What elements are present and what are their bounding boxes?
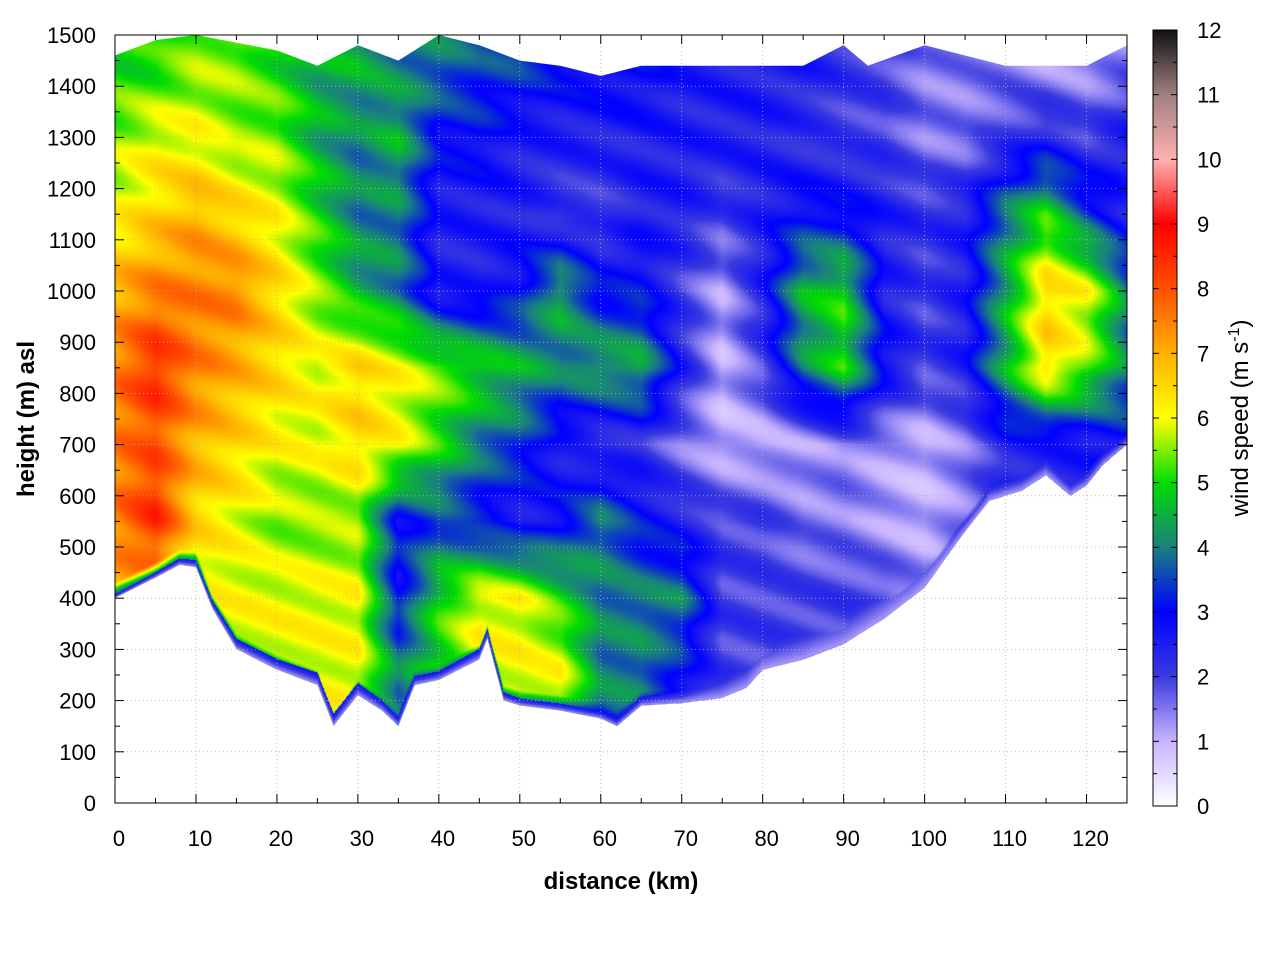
y-tick-label: 100 [59,740,96,765]
x-axis-title: distance (km) [544,868,699,895]
x-tick-label: 90 [835,826,859,851]
y-axis: 0 100 200 300 400 500 600 700 800 900 1000 1100 1200… [47,23,1127,816]
y-tick-label: 1000 [47,279,96,304]
x-tick-label: 120 [1072,826,1109,851]
colorbar-tick-label: 2 [1197,665,1209,690]
grid-lines [115,35,1127,803]
colorbar-title-close: ) [1227,320,1254,328]
y-tick-label: 800 [59,381,96,406]
colorbar-tick-label: 6 [1197,406,1209,431]
terrain-mask [115,444,1127,803]
x-tick-label: 100 [910,826,947,851]
colorbar-tick-label: 8 [1197,277,1209,302]
y-tick-label: 700 [59,433,96,458]
x-tick-label: 30 [350,826,374,851]
y-tick-label: 1500 [47,23,96,48]
x-axis: 0 10 20 30 40 50 60 70 80 90 100 110 120 [113,35,1109,851]
colorbar-tick-label: 4 [1197,535,1209,560]
y-tick-label: 400 [59,586,96,611]
y-tick-label: 1300 [47,125,96,150]
colorbar-title-exponent: -1 [1226,327,1243,341]
x-tick-label: 0 [113,826,125,851]
colorbar-tick-label: 3 [1197,600,1209,625]
y-tick-label: 200 [59,689,96,714]
colorbar-title-main: wind speed (m s [1227,342,1254,518]
colorbar-tick-label: 12 [1197,18,1221,43]
y-tick-label: 500 [59,535,96,560]
y-tick-label: 1200 [47,177,96,202]
colorbar-tick-label: 0 [1197,794,1209,819]
y-tick-label: 1100 [49,228,96,253]
colorbar-tick-label: 7 [1197,341,1209,366]
y-tick-label: 300 [59,637,96,662]
y-tick-label: 900 [59,330,96,355]
colorbar-tick-label: 11 [1197,83,1220,108]
x-tick-label: 20 [269,826,293,851]
x-tick-label: 60 [593,826,617,851]
colorbar-tick-label: 9 [1197,212,1209,237]
top-mask [115,35,1127,76]
colorbar-title: wind speed (m s-1) [1226,320,1254,518]
x-tick-label: 40 [431,826,455,851]
colorbar-tick-label: 10 [1197,147,1221,172]
colorbar-tick-label: 5 [1197,471,1209,496]
y-axis-title: height (m) asl [13,341,40,497]
plot-area [115,35,1127,803]
x-tick-label: 110 [992,826,1027,851]
y-tick-label: 600 [59,484,96,509]
x-tick-label: 50 [512,826,536,851]
y-tick-label: 1400 [47,74,96,99]
colorbar-tick-label: 1 [1197,729,1209,754]
x-tick-label: 80 [754,826,778,851]
x-tick-label: 70 [673,826,697,851]
y-tick-label: 0 [84,791,96,816]
x-tick-label: 10 [188,826,212,851]
